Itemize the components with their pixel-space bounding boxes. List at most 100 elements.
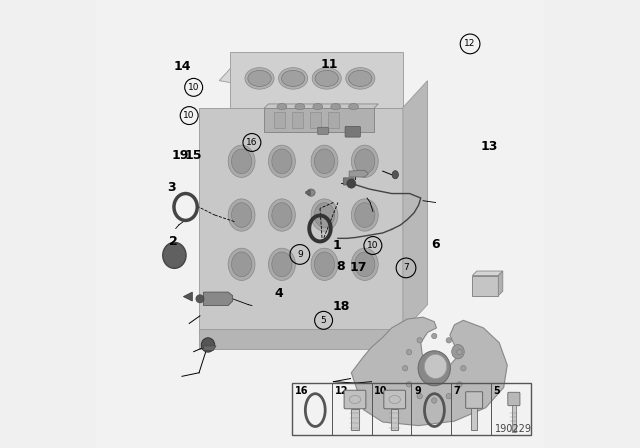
Polygon shape [317, 127, 329, 134]
Polygon shape [349, 170, 369, 177]
Ellipse shape [163, 242, 186, 268]
Circle shape [417, 338, 422, 343]
Text: 11: 11 [320, 58, 338, 72]
Text: 6: 6 [431, 237, 440, 251]
Ellipse shape [269, 199, 296, 231]
Ellipse shape [272, 252, 292, 277]
FancyBboxPatch shape [508, 392, 520, 406]
Polygon shape [199, 329, 403, 349]
Bar [351, 409, 358, 430]
Ellipse shape [355, 252, 375, 277]
Text: 14: 14 [173, 60, 191, 73]
Text: 17: 17 [349, 261, 367, 275]
Ellipse shape [196, 295, 204, 303]
Text: 2: 2 [169, 234, 177, 248]
Ellipse shape [349, 70, 372, 86]
Ellipse shape [232, 149, 252, 173]
Text: 16: 16 [246, 138, 258, 147]
Ellipse shape [351, 248, 378, 280]
Polygon shape [403, 81, 428, 332]
Ellipse shape [349, 103, 358, 110]
Ellipse shape [295, 103, 305, 110]
Ellipse shape [311, 199, 338, 231]
Ellipse shape [314, 252, 335, 277]
Ellipse shape [355, 149, 375, 173]
Polygon shape [306, 190, 310, 195]
Ellipse shape [418, 351, 451, 386]
Text: 190229: 190229 [495, 424, 531, 434]
Text: 10: 10 [188, 83, 200, 92]
Polygon shape [204, 346, 216, 350]
Ellipse shape [272, 149, 292, 173]
Polygon shape [472, 271, 503, 276]
Polygon shape [351, 317, 508, 426]
Circle shape [431, 333, 437, 339]
Ellipse shape [228, 248, 255, 280]
Text: 5: 5 [493, 386, 500, 396]
Ellipse shape [346, 68, 375, 89]
Text: 12: 12 [465, 39, 476, 48]
Ellipse shape [277, 103, 287, 110]
Text: 3: 3 [167, 181, 175, 194]
Circle shape [457, 349, 462, 355]
Ellipse shape [201, 338, 215, 352]
Text: 16: 16 [295, 386, 308, 396]
Circle shape [406, 349, 412, 355]
Text: 4: 4 [275, 287, 283, 300]
Circle shape [347, 179, 356, 188]
Text: 5: 5 [321, 316, 326, 325]
Text: 12: 12 [335, 386, 348, 396]
Ellipse shape [278, 68, 308, 89]
Ellipse shape [311, 248, 338, 280]
Ellipse shape [392, 171, 399, 179]
Bar [292, 112, 303, 128]
Polygon shape [204, 292, 233, 306]
Text: 13: 13 [481, 140, 498, 154]
Bar [472, 408, 477, 430]
Ellipse shape [311, 145, 338, 177]
Ellipse shape [232, 202, 252, 228]
Ellipse shape [315, 70, 339, 86]
Ellipse shape [312, 68, 341, 89]
FancyBboxPatch shape [344, 390, 366, 409]
FancyBboxPatch shape [384, 390, 406, 409]
Bar [292, 383, 531, 435]
Circle shape [446, 338, 451, 343]
Polygon shape [230, 52, 403, 108]
Text: 15: 15 [185, 149, 202, 163]
Bar [310, 112, 321, 128]
Ellipse shape [314, 149, 335, 173]
Bar [328, 112, 339, 128]
Ellipse shape [269, 145, 296, 177]
Polygon shape [184, 292, 192, 301]
Circle shape [406, 382, 412, 387]
Ellipse shape [269, 248, 296, 280]
Circle shape [461, 366, 466, 371]
Bar [275, 112, 285, 128]
Ellipse shape [228, 199, 255, 231]
Text: 8: 8 [336, 260, 345, 273]
Text: 7: 7 [454, 386, 461, 396]
Ellipse shape [313, 103, 323, 110]
Ellipse shape [424, 354, 447, 379]
Text: 1: 1 [333, 239, 341, 252]
Circle shape [417, 393, 422, 399]
Ellipse shape [452, 345, 464, 359]
FancyBboxPatch shape [345, 126, 360, 137]
Polygon shape [499, 271, 503, 296]
Text: 10: 10 [184, 111, 195, 120]
Polygon shape [220, 54, 403, 108]
Ellipse shape [331, 103, 340, 110]
Text: 18: 18 [333, 300, 350, 314]
Ellipse shape [307, 189, 315, 196]
Ellipse shape [355, 202, 375, 228]
Text: 19: 19 [172, 149, 189, 163]
Circle shape [457, 382, 462, 387]
Ellipse shape [245, 68, 274, 89]
Ellipse shape [351, 145, 378, 177]
Circle shape [431, 398, 437, 403]
Text: 9: 9 [297, 250, 303, 259]
Text: 7: 7 [403, 263, 409, 272]
Polygon shape [264, 108, 374, 132]
Ellipse shape [314, 202, 335, 228]
